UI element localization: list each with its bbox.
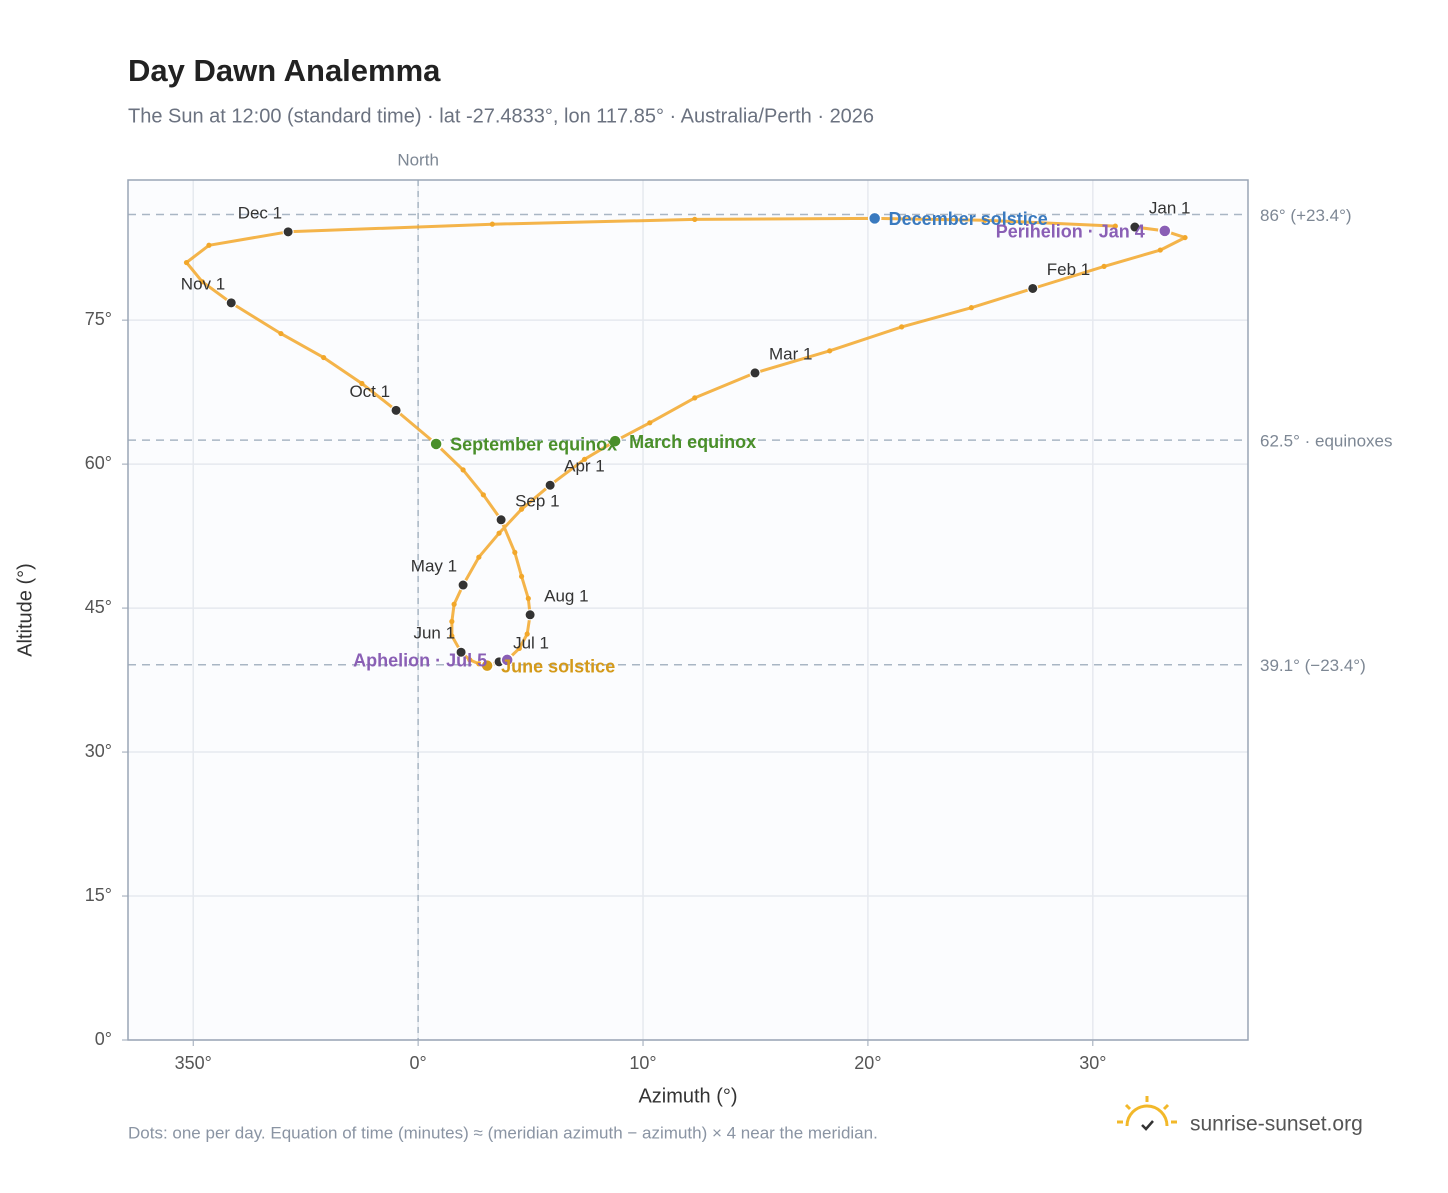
day-dot [581,456,588,462]
day-dot [496,530,502,536]
day-dot [467,657,473,663]
day-dot [518,506,525,512]
day-dot [1182,234,1188,241]
y-tick-label: 0° [95,1029,112,1049]
day-dot [449,633,455,639]
y-tick-label: 75° [85,309,112,329]
month-label: Jan 1 [1149,199,1191,218]
day-dot [982,217,988,223]
x-axis-title: Azimuth (°) [638,1085,737,1107]
month-marker [225,297,237,309]
day-dot [460,467,466,473]
event-marker [867,211,882,226]
event-label: June solstice [501,656,615,676]
month-label: Apr 1 [564,457,605,476]
event-marker [608,434,622,448]
day-dot [476,554,482,560]
x-tick-label: 0° [410,1053,427,1073]
month-marker [495,514,507,526]
event-marker [500,653,514,667]
day-dot [516,645,522,651]
x-tick-label: 30° [1079,1053,1106,1073]
plot-border [127,179,1249,1041]
y-tick-label: 30° [85,741,112,761]
day-dot [480,492,486,498]
day-dot [359,380,365,387]
month-marker [282,226,294,238]
month-label: Nov 1 [181,274,225,293]
month-marker [457,579,469,591]
day-dot [692,395,698,401]
day-dot [647,420,653,426]
reference-label: 39.1° (−23.4°) [1260,656,1366,675]
month-marker [524,609,536,621]
event-marker [429,437,443,451]
month-label: Oct 1 [349,382,390,401]
plot-area [128,180,1248,1040]
y-axis-title: Altitude (°) [14,563,36,657]
day-dot [518,573,525,580]
day-dot [525,595,531,602]
x-tick-label: 350° [175,1053,212,1073]
day-dot [524,631,530,637]
x-tick-label: 10° [629,1053,656,1073]
day-dot [183,259,190,266]
chart-title: Day Dawn Analemma [128,53,441,88]
event-marker [1158,224,1172,238]
event-label: March equinox [629,432,756,452]
month-marker [1027,282,1039,294]
brand: sunrise-sunset.org [1190,1113,1363,1136]
day-dot [1157,247,1163,253]
reference-label: 86° (+23.4°) [1260,206,1352,225]
event-marker [480,658,494,673]
month-marker [455,646,467,658]
month-label: Aug 1 [544,586,588,605]
day-dot [199,279,205,285]
footnote: Dots: one per day. Equation of time (min… [128,1123,878,1142]
event-label: September equinox [450,435,617,455]
day-dot [451,601,457,607]
day-dot [449,618,455,625]
day-dot [968,305,974,311]
north-label: North [397,150,439,169]
event-label: Aphelion · Jul 5 [353,651,487,671]
y-tick-label: 45° [85,597,112,617]
day-dot [1101,263,1107,269]
reference-label: 62.5° · equinoxes [1260,432,1393,451]
month-label: Dec 1 [238,203,282,222]
month-label: Jun 1 [413,624,455,643]
x-tick-label: 20° [854,1053,881,1073]
month-marker [1129,221,1141,233]
day-dot [206,242,212,248]
month-marker [749,367,761,379]
day-dot [827,348,833,354]
day-dot [489,221,495,227]
marks [183,211,1188,673]
month-label: May 1 [411,557,457,576]
day-dot [899,324,905,330]
day-dot [512,549,518,556]
month-label: Mar 1 [769,344,812,363]
event-label: December solstice [889,209,1048,229]
month-marker [544,479,556,491]
month-marker [390,404,402,416]
brand-logo [1117,1096,1177,1131]
month-label: Jul 1 [513,633,549,652]
chart-subtitle: The Sun at 12:00 (standard time) · lat -… [128,105,874,127]
day-dot [1112,223,1118,229]
y-tick-label: 15° [85,885,112,905]
event-label: Perihelion · Jan 4 [996,222,1145,242]
y-tick-label: 60° [85,453,112,473]
reference-lines [128,180,1248,1040]
month-label: Sep 1 [515,491,559,510]
day-dot [278,330,284,337]
day-dot [476,661,482,667]
day-dot [692,216,698,222]
month-label: Feb 1 [1047,260,1090,279]
day-dot [321,354,327,361]
